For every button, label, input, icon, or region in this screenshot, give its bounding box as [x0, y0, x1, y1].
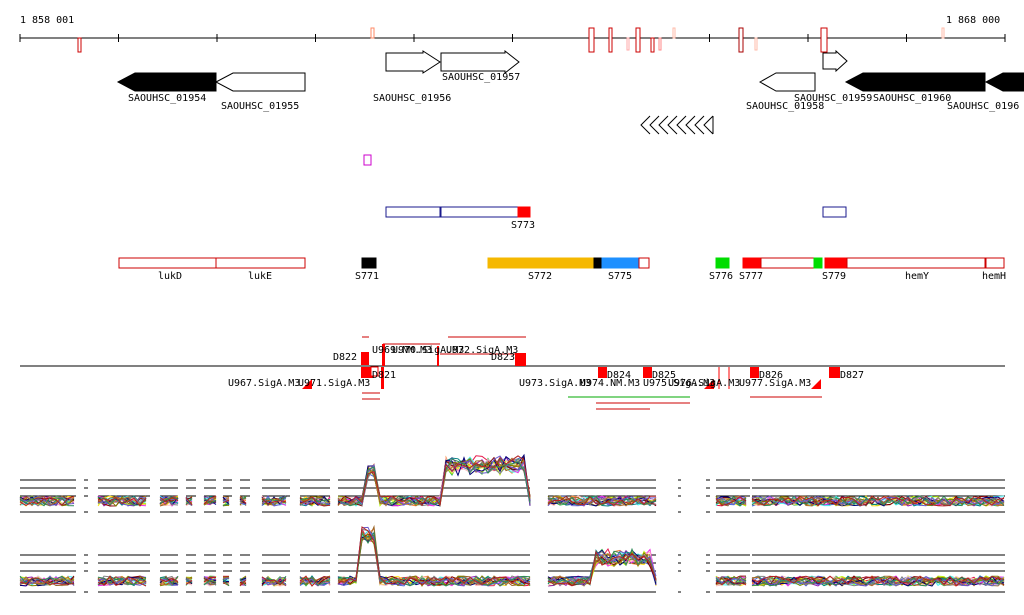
expression-track-1 [19, 453, 1005, 513]
gene-label: SAOUHSC_01958 [746, 101, 824, 112]
feature-box[interactable] [846, 257, 986, 269]
gene-label: SAOUHSC_01959 [794, 93, 872, 104]
site-label: U974.NM.M3 [580, 378, 640, 389]
gene-arrow[interactable] [822, 49, 848, 73]
site-marker[interactable] [750, 367, 759, 378]
feature-label: S771 [355, 271, 379, 282]
gene-label: SAOUHSC_01956 [373, 93, 451, 104]
site-label: U973.SigA.M3 [519, 378, 591, 389]
site-label: U967.SigA.M3 [228, 378, 300, 389]
gene-arrow[interactable] [214, 72, 306, 92]
feature-label: lukD [158, 271, 182, 282]
gene-arrow[interactable] [440, 49, 520, 75]
site-marker[interactable] [381, 367, 384, 389]
feature-label: S777 [739, 271, 763, 282]
site-label: U977.SigA.M3 [739, 378, 811, 389]
site-marker[interactable] [829, 367, 840, 378]
site-marker[interactable] [437, 346, 439, 366]
repeat-chevrons [640, 115, 714, 135]
site-label: U971.SigA.M3 [298, 378, 370, 389]
feature-box[interactable] [715, 257, 730, 269]
gene-label: SAOUHSC_0196 [947, 101, 1019, 112]
gene-arrow[interactable] [758, 72, 816, 92]
site-label: D823 [491, 352, 515, 363]
gene-arrow[interactable] [385, 50, 441, 74]
site-track: D822 U969.NM.M3 U970.SigA.M3 U972.SigA.M… [20, 336, 1005, 410]
site-label: U969.NM.M3 [372, 345, 432, 356]
gene-label: SAOUHSC_01957 [442, 72, 520, 83]
site-label: D824 [607, 370, 631, 381]
feature-box[interactable] [813, 257, 823, 269]
site-label: D825 [652, 370, 676, 381]
site-label: D821 [372, 370, 396, 381]
site-label: U975.SigA.M3 [643, 378, 715, 389]
feature-label: S775 [608, 271, 632, 282]
gene-arrow[interactable] [116, 72, 217, 92]
site-label: D826 [759, 370, 783, 381]
gene-label: SAOUHSC_01960 [873, 93, 951, 104]
feature-label: hemH [982, 271, 1006, 282]
gene-track: SAOUHSC_01954 SAOUHSC_01955 SAOUHSC_0195… [116, 49, 1024, 135]
gene-label: SAOUHSC_01954 [128, 93, 206, 104]
motif-box[interactable] [363, 154, 372, 166]
feature-box[interactable] [361, 257, 377, 269]
gene-arrow[interactable] [984, 72, 1024, 92]
site-label: U976.SigA.M3 [668, 378, 740, 389]
site-marker[interactable] [382, 344, 385, 366]
feature-box[interactable] [638, 257, 650, 269]
site-marker[interactable] [515, 353, 526, 366]
site-label: U970.SigA.M3 [392, 345, 464, 356]
feature-label: S773 [511, 220, 535, 231]
gene-arrow[interactable] [844, 72, 986, 92]
feature-box[interactable] [487, 257, 595, 269]
axis-end-label: 1 868 000 [946, 15, 1000, 26]
feature-box[interactable] [742, 257, 762, 269]
expression-track-2 [19, 524, 1005, 593]
feature-box[interactable] [215, 257, 306, 269]
site-label: D822 [333, 352, 357, 363]
site-label: D827 [840, 370, 864, 381]
feature-label: lukE [248, 271, 272, 282]
site-marker[interactable] [361, 352, 369, 365]
site-marker[interactable] [370, 366, 379, 377]
feature-label: S776 [709, 271, 733, 282]
gene-label: SAOUHSC_01955 [221, 101, 299, 112]
site-marker[interactable] [643, 367, 652, 378]
feature-box[interactable] [118, 257, 217, 269]
feature-box[interactable] [593, 257, 603, 269]
blue-track: S773 [385, 206, 847, 231]
site-marker[interactable] [361, 367, 373, 378]
feature-label: S772 [528, 271, 552, 282]
site-marker[interactable] [598, 367, 607, 378]
axis-start-label: 1 858 001 [20, 15, 74, 26]
feature-box[interactable] [760, 257, 815, 269]
feature-label: S779 [822, 271, 846, 282]
feature-label: hemY [905, 271, 929, 282]
site-label: U972.SigA.M3 [446, 345, 518, 356]
coordinate-axis: 1 858 001 1 868 000 [19, 15, 1006, 53]
feature-box[interactable] [601, 257, 640, 269]
feature-track: lukD lukE S771 S772 S775 S776 S777 S779 … [118, 257, 1006, 282]
feature-box[interactable] [985, 257, 1005, 269]
feature-box[interactable] [824, 257, 848, 269]
